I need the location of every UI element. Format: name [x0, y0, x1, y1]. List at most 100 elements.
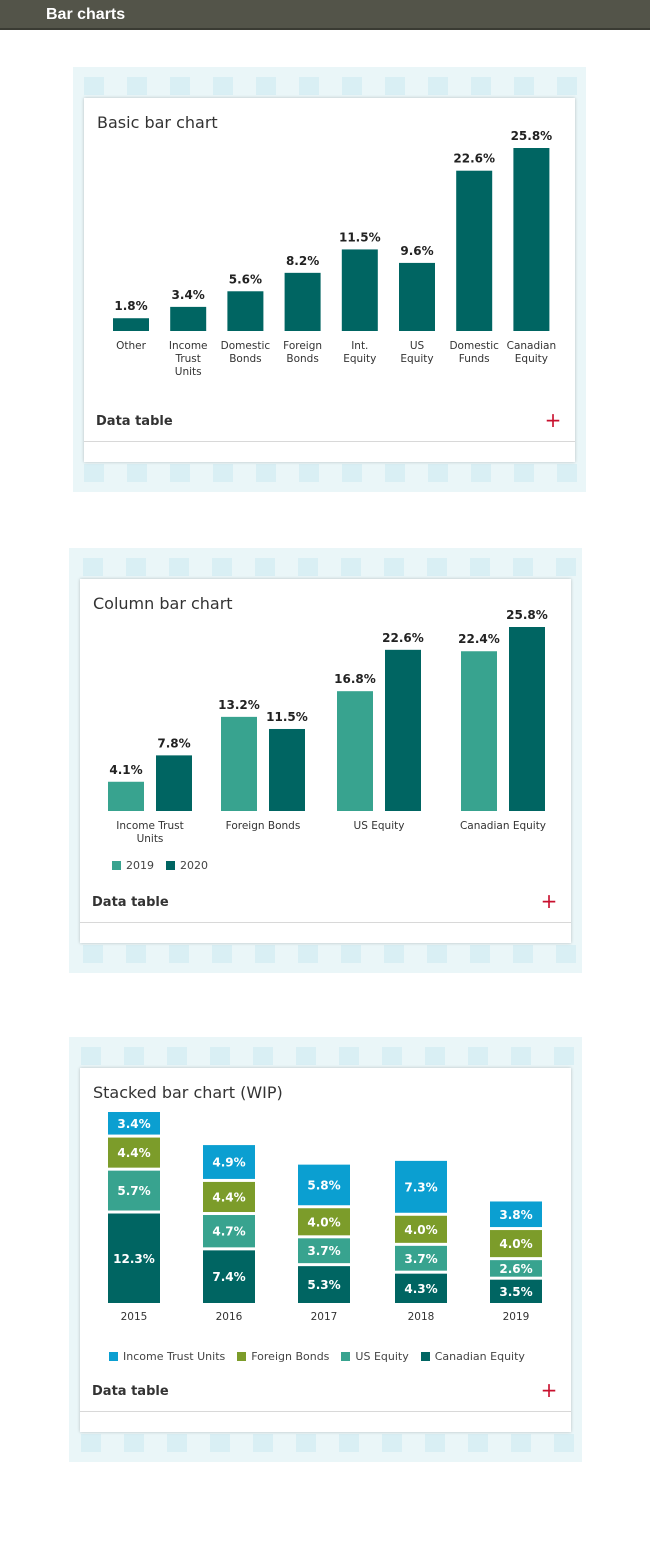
bar-segment[interactable]: [490, 1279, 542, 1303]
column-bar-chart: 4.1% 7.8% Income Trust Units 13.2% 11.5% Forei…: [108, 608, 548, 845]
plus-icon[interactable]: +: [544, 408, 562, 432]
data-label: 7.4%: [212, 1270, 245, 1284]
legend-swatch: [341, 1352, 351, 1361]
legend-label: 2020: [180, 859, 208, 872]
bar-segment[interactable]: [108, 1137, 160, 1168]
frame-stripe-bottom: [69, 945, 582, 963]
bar[interactable]: [385, 649, 421, 811]
bar-segment[interactable]: [298, 1164, 350, 1206]
data-label: 4.0%: [499, 1237, 532, 1251]
frame-stripe-top: [69, 1047, 582, 1065]
bar-segment[interactable]: [203, 1215, 255, 1248]
chart-title: Basic bar chart: [97, 113, 218, 132]
data-label: 22.4%: [458, 632, 500, 646]
legend-item[interactable]: Income Trust Units: [109, 1350, 225, 1363]
bar[interactable]: [221, 716, 257, 811]
bar[interactable]: [461, 651, 497, 811]
plus-icon[interactable]: +: [540, 889, 558, 913]
data-label: 22.6%: [382, 631, 424, 645]
bar[interactable]: [227, 291, 264, 331]
bar[interactable]: [156, 755, 192, 811]
data-label: 3.4%: [117, 1117, 150, 1131]
frame-stripe-top: [69, 558, 582, 576]
bar[interactable]: [269, 728, 305, 811]
basic-bar-chart: 1.8% Other 3.4% Income Trust Units 5.6% Domesti…: [113, 129, 557, 378]
bar[interactable]: [170, 306, 207, 331]
bar-segment[interactable]: [203, 1250, 255, 1303]
bar[interactable]: [284, 272, 321, 331]
data-table-toggle[interactable]: Data table +: [80, 1372, 571, 1412]
chart-title: Column bar chart: [93, 594, 233, 613]
tick-label: 2019: [503, 1311, 530, 1323]
legend-label: Foreign Bonds: [251, 1350, 330, 1363]
bar-segment[interactable]: [490, 1230, 542, 1258]
tick-label: 2018: [408, 1311, 435, 1323]
bar-segment[interactable]: [395, 1160, 447, 1213]
data-label: 3.7%: [307, 1244, 340, 1258]
legend-item[interactable]: 2020: [166, 859, 208, 872]
tick-label: Domestic Bonds: [221, 340, 271, 365]
data-label: 7.3%: [404, 1180, 437, 1194]
legend-item[interactable]: Canadian Equity: [420, 1350, 525, 1363]
data-label: 4.0%: [307, 1215, 340, 1229]
bar[interactable]: [337, 691, 373, 811]
data-label: 3.8%: [499, 1208, 532, 1222]
frame-stripe-bottom: [69, 1434, 582, 1452]
bar-segment[interactable]: [203, 1181, 255, 1213]
bar-segment[interactable]: [490, 1201, 542, 1228]
tick-label: 2017: [311, 1311, 338, 1323]
data-label: 2.6%: [499, 1262, 532, 1276]
plus-icon[interactable]: +: [540, 1378, 558, 1402]
bar[interactable]: [341, 249, 378, 331]
bar[interactable]: [399, 262, 435, 331]
bar-segment[interactable]: [298, 1238, 350, 1264]
basic-chart-card: Basic bar chart 1.8% Other 3.4% Income Trust…: [84, 98, 575, 462]
tick-label: US Equity: [400, 340, 433, 365]
bar[interactable]: [513, 148, 550, 331]
bar[interactable]: [509, 627, 545, 811]
data-label: 5.8%: [307, 1178, 340, 1192]
bar-segment[interactable]: [203, 1145, 255, 1179]
legend-swatch: [166, 861, 175, 870]
data-label: 4.9%: [212, 1156, 245, 1170]
data-table-toggle[interactable]: Data table +: [80, 883, 571, 923]
legend-item[interactable]: Foreign Bonds: [237, 1350, 329, 1363]
bar-segment[interactable]: [108, 1170, 160, 1211]
bar-segment[interactable]: [298, 1208, 350, 1236]
bar[interactable]: [108, 781, 144, 811]
legend-item[interactable]: US Equity: [341, 1350, 409, 1363]
legend-item[interactable]: 2019: [112, 859, 154, 872]
data-table-label: Data table: [96, 414, 173, 429]
tick-label: Foreign Bonds: [283, 340, 322, 365]
bar-segment[interactable]: [395, 1245, 447, 1271]
data-label: 12.3%: [113, 1252, 155, 1266]
bar-segment[interactable]: [298, 1266, 350, 1303]
tick-label: Other: [116, 340, 146, 352]
bar[interactable]: [113, 318, 149, 331]
data-label: 4.4%: [212, 1190, 245, 1204]
data-label: 13.2%: [218, 698, 260, 712]
bar-segment[interactable]: [490, 1260, 542, 1277]
data-label: 4.3%: [404, 1282, 437, 1296]
data-label: 11.5%: [266, 710, 308, 724]
bar-segment[interactable]: [395, 1273, 447, 1303]
bar[interactable]: [456, 170, 493, 331]
data-label: 22.6%: [453, 152, 495, 166]
data-label: 5.6%: [229, 272, 262, 286]
column-chart-frame: Column bar chart 4.1% 7.8% Income Trust Uni…: [69, 548, 582, 973]
tick-label: Canadian Equity: [507, 340, 557, 365]
legend-swatch: [109, 1352, 118, 1361]
bar-segment[interactable]: [108, 1213, 160, 1303]
page-header: Bar charts: [0, 0, 650, 30]
chart-title: Stacked bar chart (WIP): [93, 1083, 283, 1102]
data-table-toggle[interactable]: Data table +: [84, 402, 575, 442]
column-chart-card: Column bar chart 4.1% 7.8% Income Trust Uni…: [80, 579, 571, 943]
data-table-label: Data table: [92, 895, 169, 910]
bar-segment[interactable]: [395, 1215, 447, 1243]
bar-segment[interactable]: [108, 1112, 160, 1135]
stacked-bar-chart: 12.3% 5.7% 4.4% 3.4% 2015 7.4% 4.7% 4.4% 4.9% 201…: [108, 1112, 542, 1323]
stacked-chart-frame: Stacked bar chart (WIP) 12.3% 5.7% 4.4% 3.4…: [69, 1037, 582, 1462]
tick-label: Canadian Equity: [460, 820, 546, 832]
data-label: 25.8%: [511, 129, 553, 143]
legend-label: US Equity: [355, 1350, 409, 1363]
